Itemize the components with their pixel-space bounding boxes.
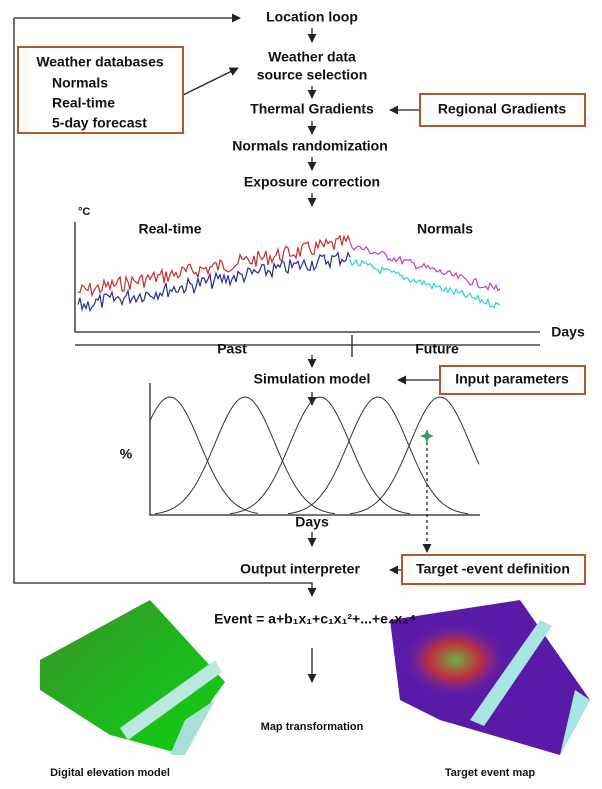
node-label: Weather data (268, 49, 356, 65)
temperature-chart (75, 222, 540, 357)
box-label: Input parameters (455, 371, 569, 387)
box-label: Target -event definition (416, 561, 570, 577)
node-label: Normals randomization (232, 138, 388, 154)
axis-label: °C (78, 206, 90, 218)
axis-label: Days (551, 324, 585, 340)
curve (350, 397, 479, 514)
node-label: Exposure correction (244, 174, 380, 190)
node-label: Map transformation (261, 721, 364, 733)
curve (150, 397, 258, 513)
map-caption: Target event map (445, 767, 536, 779)
box-item: Normals (52, 75, 108, 91)
box-item: Real-time (52, 95, 115, 111)
curve (155, 397, 335, 514)
period-label: Future (415, 341, 459, 357)
equation: Event = a+b₁x₁+c₁x₁²+...+e₄x₄⁴ (214, 611, 416, 627)
period-label: Past (217, 341, 247, 357)
axis-label: Days (295, 514, 329, 530)
box-label: Regional Gradients (438, 101, 567, 117)
trace (78, 253, 350, 311)
box-item: 5-day forecast (52, 115, 147, 131)
diagram: Location loop Weather data source select… (0, 0, 602, 789)
node-label: Simulation model (254, 371, 371, 387)
box-title: Weather databases (36, 54, 164, 70)
trace (78, 236, 350, 296)
node-label: Location loop (266, 9, 358, 25)
axis-label: % (120, 446, 133, 462)
series-label: Normals (417, 221, 473, 237)
distribution-chart (150, 383, 480, 515)
series-label: Real-time (138, 221, 201, 237)
node-label: source selection (257, 67, 368, 83)
node-label: Thermal Gradients (250, 101, 374, 117)
event-marker (420, 429, 434, 443)
map-caption: Digital elevation model (50, 767, 170, 779)
node-label: Output interpreter (240, 561, 360, 577)
